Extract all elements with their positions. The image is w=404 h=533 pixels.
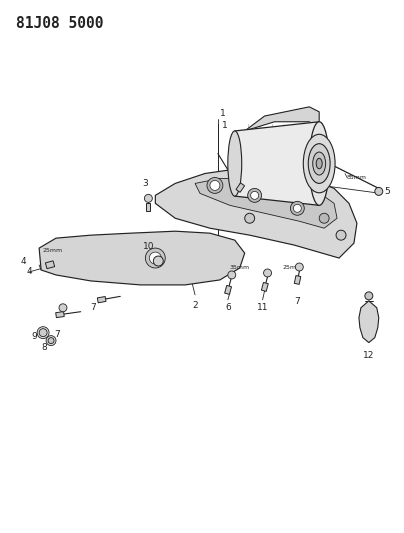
Circle shape [39, 329, 47, 337]
Ellipse shape [228, 131, 242, 196]
Polygon shape [359, 301, 379, 343]
Text: 35mm: 35mm [230, 265, 250, 270]
Polygon shape [146, 203, 150, 211]
Circle shape [228, 271, 236, 279]
Ellipse shape [316, 158, 322, 169]
Text: 25mm: 25mm [43, 248, 63, 253]
Text: 7: 7 [295, 297, 300, 306]
Ellipse shape [309, 122, 329, 205]
Circle shape [210, 181, 220, 190]
Ellipse shape [308, 144, 330, 183]
Text: 25mm: 25mm [282, 265, 303, 270]
Text: 81J08 5000: 81J08 5000 [16, 17, 104, 31]
Circle shape [149, 252, 161, 264]
Circle shape [245, 213, 255, 223]
Circle shape [319, 213, 329, 223]
Text: 4: 4 [21, 256, 26, 265]
Polygon shape [39, 231, 245, 285]
Polygon shape [235, 122, 319, 205]
Circle shape [145, 248, 165, 268]
Text: 7: 7 [54, 330, 60, 339]
Circle shape [365, 292, 373, 300]
Circle shape [154, 256, 163, 266]
Circle shape [37, 327, 49, 338]
Text: 8: 8 [41, 343, 47, 352]
Text: 85mm: 85mm [347, 175, 367, 181]
Circle shape [293, 204, 301, 212]
Polygon shape [45, 261, 55, 269]
Text: 10: 10 [143, 242, 154, 251]
Text: 9: 9 [31, 332, 37, 341]
Text: 3: 3 [143, 180, 148, 188]
Circle shape [295, 263, 303, 271]
Polygon shape [245, 107, 319, 131]
Circle shape [250, 191, 259, 199]
Polygon shape [236, 183, 244, 192]
Text: 5: 5 [385, 187, 391, 196]
Circle shape [59, 304, 67, 312]
Polygon shape [195, 179, 337, 228]
Text: 12: 12 [363, 351, 375, 360]
Text: 6: 6 [225, 303, 231, 312]
Text: 11: 11 [257, 303, 268, 312]
Ellipse shape [313, 152, 326, 175]
Polygon shape [294, 276, 301, 285]
Polygon shape [225, 286, 231, 294]
Polygon shape [97, 296, 106, 303]
Circle shape [263, 269, 271, 277]
Circle shape [207, 177, 223, 193]
Circle shape [46, 336, 56, 345]
Text: 2: 2 [192, 301, 198, 310]
Polygon shape [155, 168, 357, 258]
Circle shape [144, 195, 152, 203]
Circle shape [290, 201, 304, 215]
Ellipse shape [303, 134, 335, 193]
Text: 1: 1 [222, 121, 227, 130]
Text: 4: 4 [26, 268, 32, 277]
Text: 1: 1 [220, 109, 225, 118]
Polygon shape [261, 282, 268, 292]
Circle shape [248, 188, 261, 203]
Circle shape [336, 230, 346, 240]
Text: 7: 7 [90, 303, 96, 312]
Circle shape [375, 188, 383, 196]
Polygon shape [56, 312, 64, 318]
Circle shape [48, 337, 54, 344]
